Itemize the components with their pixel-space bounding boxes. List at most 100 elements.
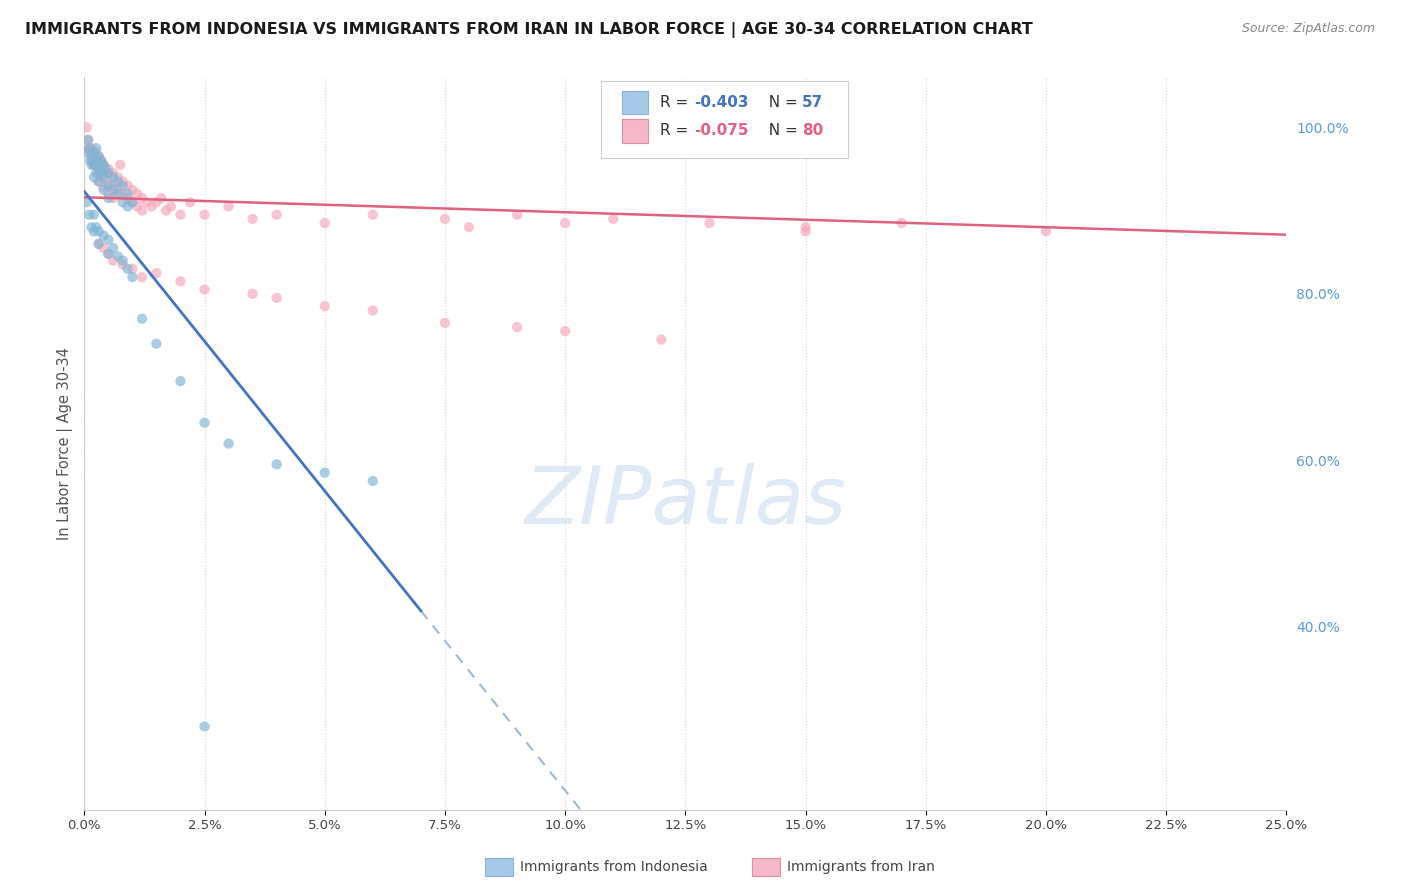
Point [141,199,163,213]
Point [83,158,105,172]
Point [90,153,112,168]
FancyBboxPatch shape [602,81,848,158]
Point [101,183,124,197]
Point [794,220,817,235]
Point [145,266,167,280]
Point [83,208,105,222]
Point [83,158,105,172]
Point [93,228,115,243]
Text: IMMIGRANTS FROM INDONESIA VS IMMIGRANTS FROM IRAN IN LABOR FORCE | AGE 30-34 COR: IMMIGRANTS FROM INDONESIA VS IMMIGRANTS … [25,22,1033,38]
Text: 80: 80 [801,123,824,138]
Point [77,141,100,155]
Point [80,158,103,172]
Text: R =: R = [661,123,693,138]
Point [97,178,120,193]
Point [87,174,110,188]
Point [602,211,624,226]
Point [218,199,240,213]
Text: R =: R = [661,95,693,110]
Point [97,191,120,205]
Point [101,166,124,180]
Point [266,458,288,472]
Text: -0.075: -0.075 [693,123,748,138]
Point [193,208,215,222]
Point [87,236,110,251]
Point [458,220,481,235]
Point [121,183,143,197]
Point [121,270,143,285]
Point [1035,224,1057,238]
Point [77,133,100,147]
Point [169,374,191,388]
Point [107,186,129,201]
Point [361,303,384,318]
Point [97,174,120,188]
Point [111,258,134,272]
Point [155,203,177,218]
Point [145,195,167,210]
Point [86,141,108,155]
Point [111,195,134,210]
Point [890,216,912,230]
Point [80,141,103,155]
Point [314,216,336,230]
Point [93,241,115,255]
Point [314,299,336,313]
Text: 57: 57 [801,95,824,110]
Point [361,474,384,488]
Point [242,211,264,226]
Point [433,316,456,330]
Point [93,158,115,172]
Text: Immigrants from Iran: Immigrants from Iran [787,860,935,874]
Point [117,186,139,201]
Point [131,311,153,326]
Point [135,195,157,210]
Point [86,145,108,160]
Point [87,224,110,238]
Point [117,261,139,276]
Point [169,208,191,222]
Point [193,416,215,430]
Point [433,211,456,226]
Point [117,191,139,205]
Point [101,178,124,193]
Point [107,183,129,197]
Point [93,180,115,194]
Point [117,178,139,193]
Point [169,274,191,288]
Text: Source: ZipAtlas.com: Source: ZipAtlas.com [1241,22,1375,36]
Text: N =: N = [759,123,803,138]
Point [87,174,110,188]
Point [86,220,108,235]
Point [90,153,112,168]
Point [97,166,120,180]
Text: N =: N = [759,95,803,110]
Point [97,247,120,261]
Point [87,161,110,176]
Point [266,291,288,305]
Point [506,208,529,222]
Point [117,199,139,213]
Point [87,236,110,251]
Point [93,169,115,183]
Point [131,270,153,285]
Point [87,163,110,178]
Point [83,149,105,163]
Point [87,149,110,163]
Point [160,199,183,213]
Text: ZIPatlas: ZIPatlas [524,463,846,541]
Point [80,220,103,235]
Text: -0.403: -0.403 [693,95,748,110]
Point [107,174,129,188]
Point [77,141,100,155]
Point [86,158,108,172]
Point [94,161,117,176]
Point [127,186,149,201]
Point [242,286,264,301]
Point [554,216,576,230]
Point [77,208,100,222]
Point [76,120,98,135]
Point [314,466,336,480]
Point [101,170,124,185]
Point [76,145,98,160]
